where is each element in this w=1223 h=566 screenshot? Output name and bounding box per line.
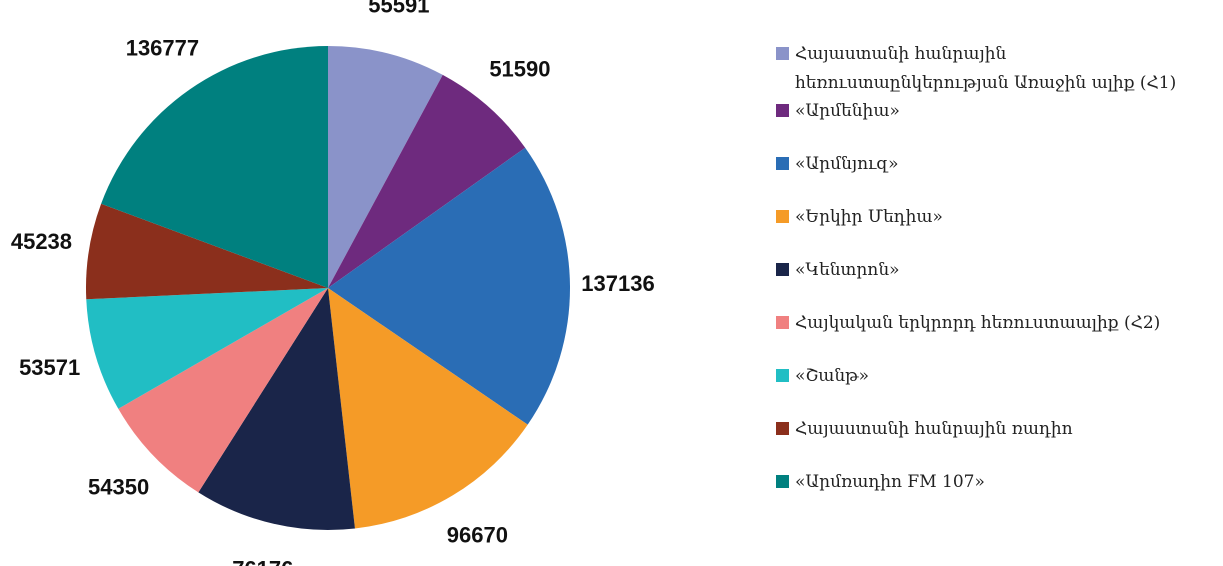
legend-item: «Արմենիա»: [776, 97, 1216, 126]
legend-label: Հայաստանի հանրային ռադիո: [795, 419, 1073, 439]
legend-label: «Արմենիա»: [795, 101, 900, 121]
legend-label: «Կենտրոն»: [795, 260, 900, 280]
legend-swatch: [776, 47, 789, 60]
legend-label: Հայկական երկրորդ հեռուստաալիք (Հ2): [795, 313, 1161, 333]
legend-item: «Արմնյուզ»: [776, 150, 1216, 179]
legend-swatch: [776, 263, 789, 276]
legend-item: Հայաստանի հանրային հեռուստաընկերության Ա…: [776, 40, 1216, 98]
chart: 55591 51590 137136 96670 76176 54350 53571 4523…: [11, 0, 655, 566]
legend-item: «Կենտրոն»: [776, 256, 1216, 285]
legend-swatch: [776, 475, 789, 488]
pie-slice: [328, 288, 528, 529]
data-label: 45238: [11, 229, 72, 254]
legend-swatch: [776, 104, 789, 117]
legend-item: Հայաստանի հանրային ռադիո: [776, 415, 1216, 444]
pie-slice: [118, 288, 328, 493]
legend-swatch: [776, 210, 789, 223]
pie-slice: [328, 147, 570, 425]
legend-swatch: [776, 316, 789, 329]
pie-slice: [86, 288, 329, 409]
pie-slice: [101, 46, 328, 288]
pie-slice: [85, 203, 328, 300]
data-label: 54350: [88, 474, 149, 499]
legend-item: Հայկական երկրորդ հեռուստաալիք (Հ2): [776, 309, 1216, 338]
data-label: 51590: [489, 56, 550, 81]
pie-slice: [328, 74, 526, 288]
data-label: 53571: [19, 355, 80, 380]
data-label: 136777: [126, 36, 199, 61]
legend-swatch: [776, 422, 789, 435]
pie-slice: [198, 288, 355, 530]
legend-swatch: [776, 157, 789, 170]
legend-label: «Արմնյուզ»: [795, 154, 899, 174]
pie-slice: [328, 46, 443, 288]
legend-item: «Արմռադիո FM 107»: [776, 468, 1216, 497]
legend-item: «Երկիր Մեդիա»: [776, 203, 1216, 232]
legend-swatch: [776, 369, 789, 382]
data-label: 96670: [447, 522, 508, 547]
data-label: 55591: [368, 0, 429, 18]
legend-item: «Շանթ»: [776, 362, 1216, 391]
legend-label: Հայաստանի հանրային հեռուստաընկերության Ա…: [795, 44, 1177, 93]
legend-label: «Շանթ»: [795, 366, 869, 386]
data-label: 76176: [232, 556, 293, 566]
legend-label: «Երկիր Մեդիա»: [795, 207, 943, 227]
data-label: 137136: [581, 271, 654, 296]
legend-label: «Արմռադիո FM 107»: [795, 472, 985, 492]
